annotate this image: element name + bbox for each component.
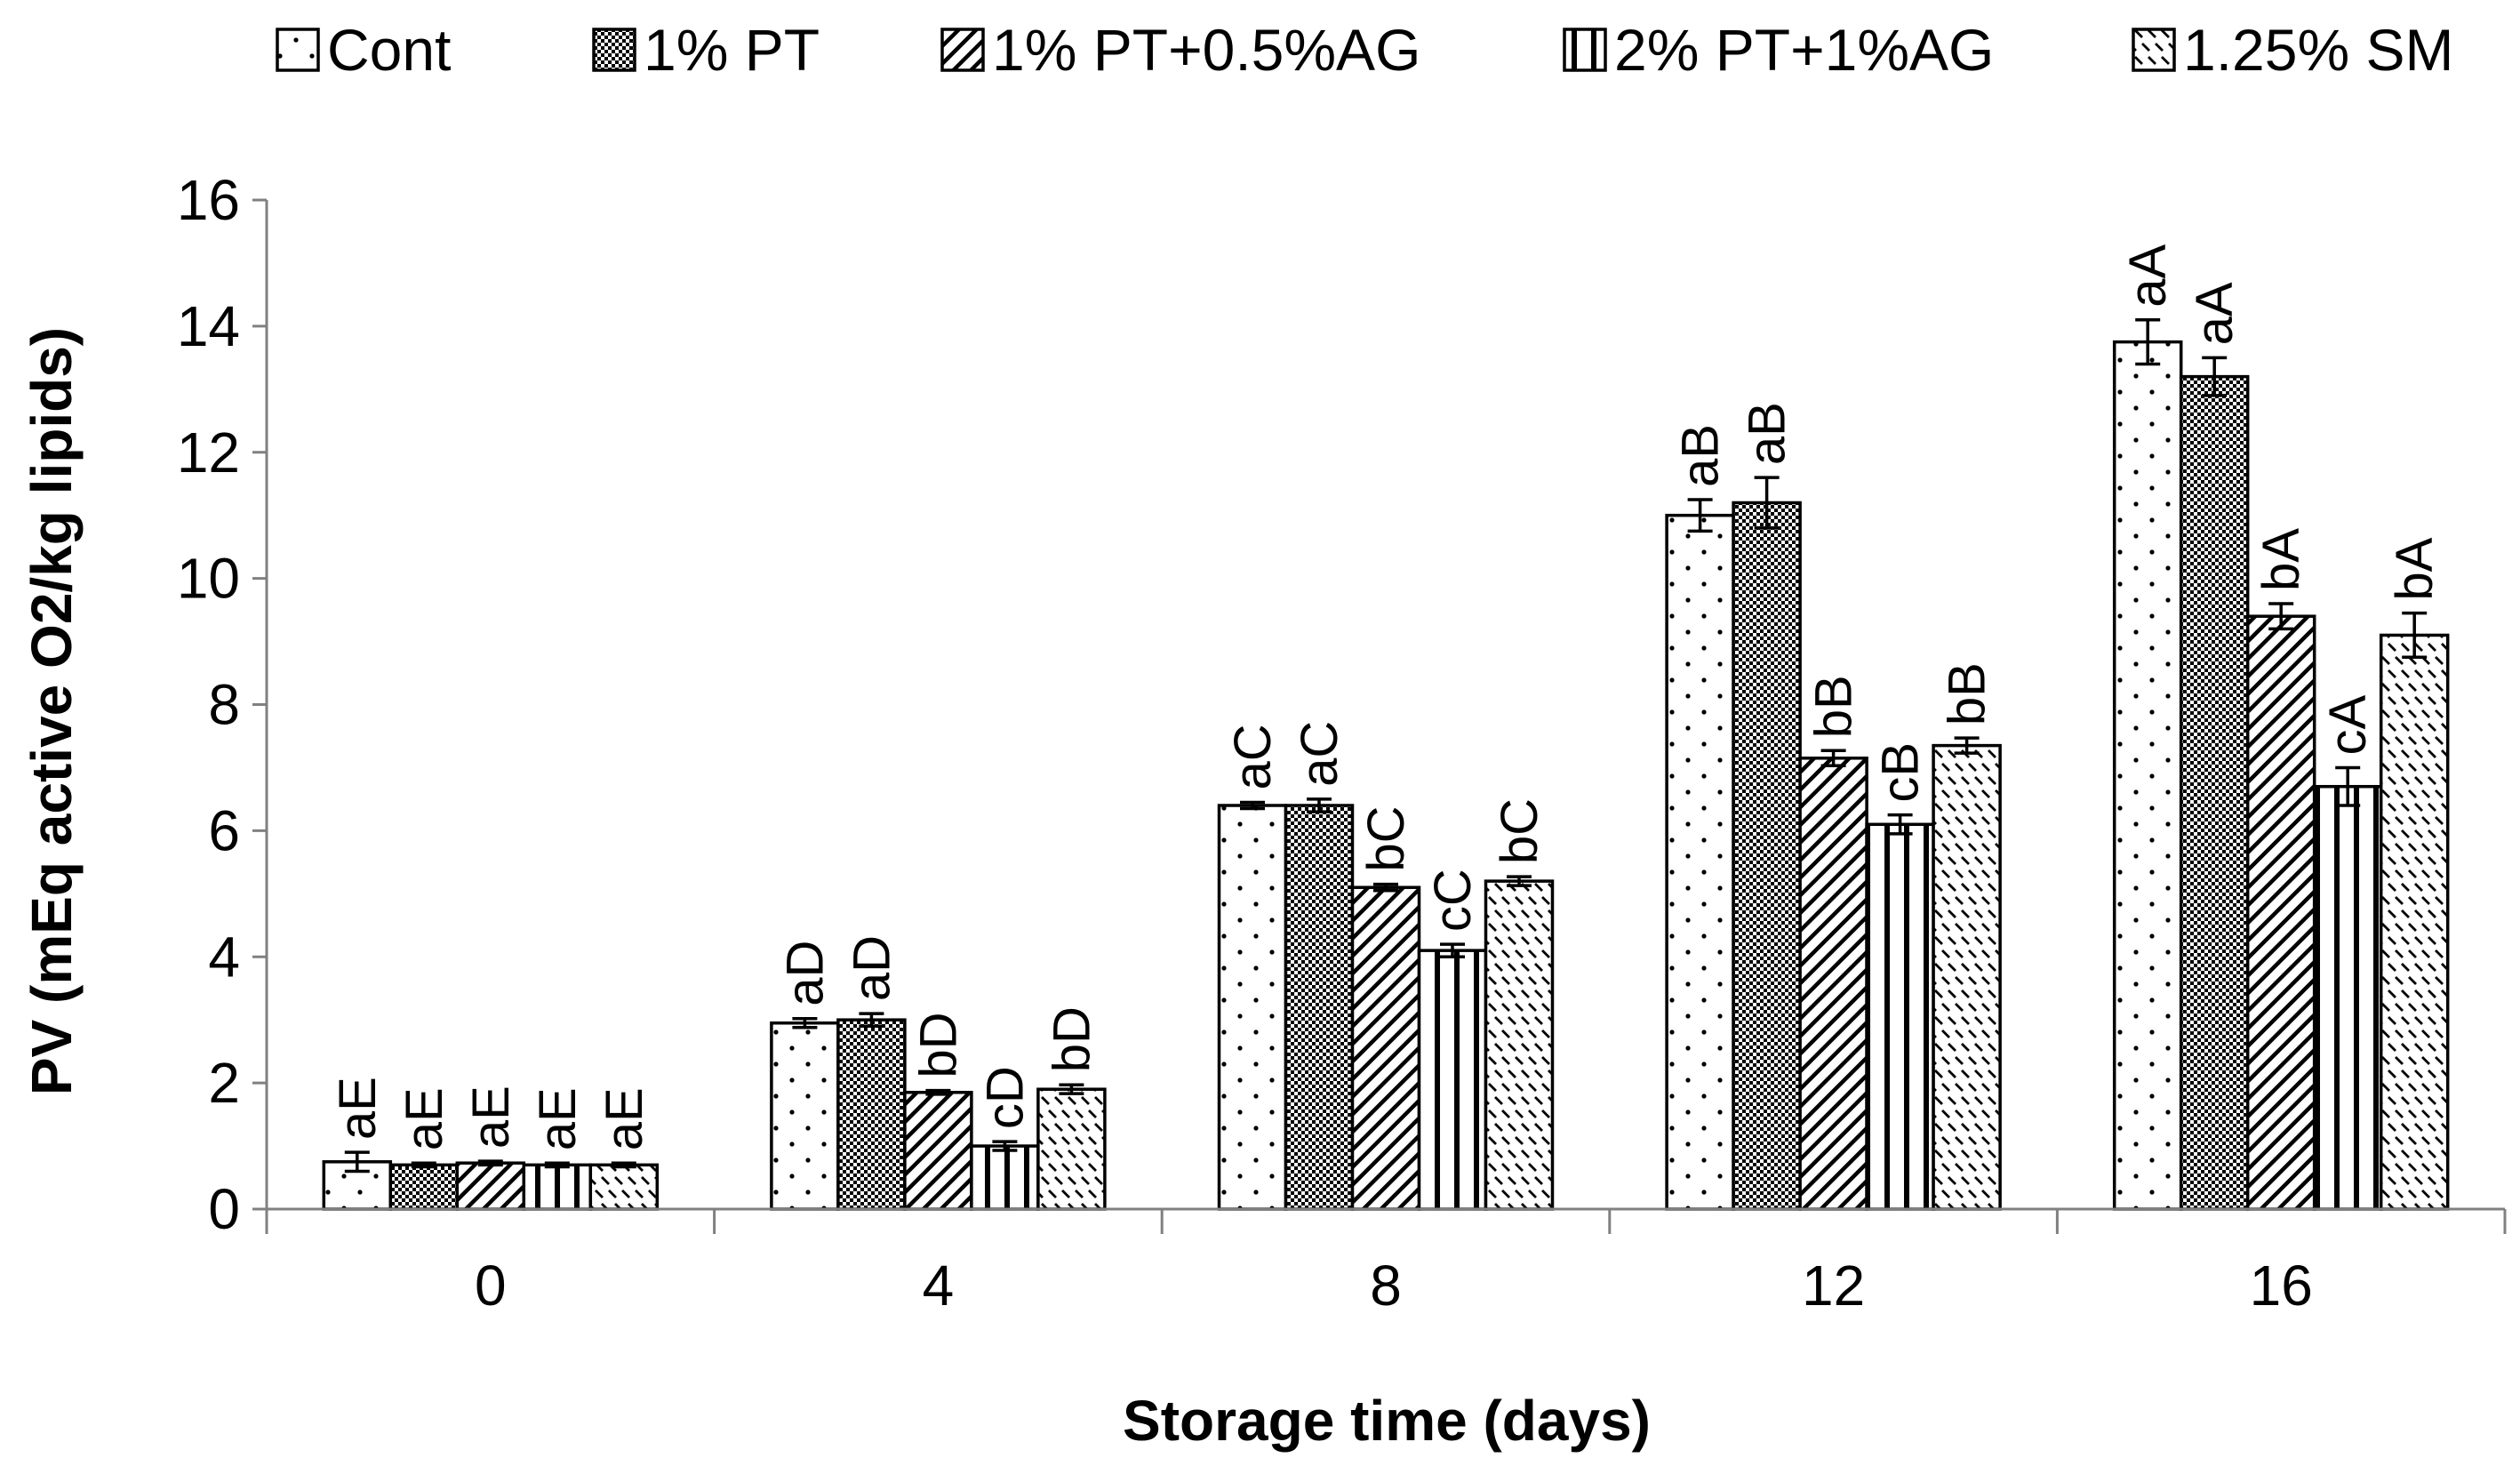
- legend-label: 1.25% SM: [2183, 17, 2453, 83]
- bar-label: aC: [1291, 721, 1348, 787]
- x-tick-label: 4: [923, 1254, 955, 1318]
- bar-label: cD: [976, 1066, 1034, 1129]
- bar: [903, 1091, 973, 1211]
- bar-label: aE: [529, 1087, 587, 1150]
- y-tick-label: 8: [208, 673, 240, 737]
- bar-label: bD: [909, 1012, 967, 1077]
- legend-swatch: [276, 28, 320, 72]
- legend-label: Cont: [327, 17, 451, 83]
- bar-label: aE: [462, 1085, 520, 1149]
- x-tick-label: 12: [1802, 1254, 1865, 1318]
- bar-label: bB: [1939, 662, 1996, 725]
- bar-label: aD: [843, 935, 900, 1001]
- bar: [388, 1163, 460, 1211]
- bar: [2312, 784, 2383, 1211]
- y-tick-label: 6: [208, 798, 240, 862]
- bar: [2179, 374, 2250, 1211]
- legend-label: 1% PT+0.5%AG: [992, 17, 1420, 83]
- bar: [455, 1161, 526, 1211]
- bar-label: aE: [596, 1087, 653, 1150]
- bar-label: bA: [2386, 537, 2444, 600]
- legend-label: 1% PT: [644, 17, 820, 83]
- legend-swatch: [592, 28, 636, 72]
- bar: [1798, 757, 1868, 1211]
- x-tick-label: 16: [2250, 1254, 2313, 1318]
- legend-swatch: [940, 28, 985, 72]
- y-tick-label: 12: [177, 421, 240, 485]
- error-bars-layer: [344, 318, 2428, 1174]
- y-tick-label: 4: [208, 925, 240, 989]
- bar: [1217, 804, 1288, 1211]
- bar: [1932, 743, 2002, 1211]
- bars-layer: [322, 340, 2450, 1211]
- bar: [1284, 804, 1355, 1211]
- bar: [1350, 885, 1421, 1211]
- y-tick-label: 10: [177, 547, 240, 611]
- bar-label: aD: [776, 941, 834, 1006]
- bar: [970, 1144, 1040, 1211]
- bar: [1732, 501, 1802, 1211]
- bar: [1417, 949, 1488, 1211]
- bar: [2112, 340, 2183, 1211]
- bar-label: cC: [1424, 869, 1482, 932]
- bar: [588, 1163, 660, 1211]
- y-axis-title: PV (mEq active O2/kg lipids): [20, 327, 84, 1095]
- bar-label: aA: [2186, 282, 2244, 345]
- bar-label: aE: [396, 1087, 453, 1150]
- bar-label: cB: [1872, 742, 1930, 803]
- bar: [1665, 513, 1735, 1211]
- bar: [522, 1163, 593, 1211]
- legend-swatch: [2132, 28, 2176, 72]
- legend-swatch: [1563, 28, 1607, 72]
- bar: [1484, 879, 1555, 1211]
- bar-label: aC: [1224, 724, 1282, 789]
- bar-label: bB: [1805, 675, 1863, 738]
- y-tick-label: 2: [208, 1051, 240, 1115]
- bar: [1036, 1087, 1107, 1211]
- bar: [836, 1018, 907, 1211]
- bar: [1865, 822, 1935, 1211]
- bar: [2245, 614, 2316, 1211]
- y-tick-label: 16: [177, 168, 240, 232]
- legend-label: 2% PT+1%AG: [1614, 17, 1994, 83]
- bar-label: cA: [2319, 694, 2377, 755]
- bar-label: bC: [1357, 806, 1415, 872]
- legend: Cont 1% PT 1% PT+0.5%AG 2% PT+1%AG 1.25% SM: [276, 17, 2453, 83]
- x-tick-label: 0: [475, 1254, 507, 1318]
- bar-label: aA: [2119, 244, 2177, 308]
- bar-label: aB: [1739, 402, 1796, 465]
- bar: [770, 1021, 840, 1211]
- x-axis-title: Storage time (days): [1123, 1389, 1651, 1453]
- bar: [2379, 633, 2450, 1211]
- x-tick-label: 8: [1370, 1254, 1402, 1318]
- bar-label: bD: [1043, 1006, 1100, 1072]
- bar-label: aB: [1672, 424, 1730, 487]
- y-tick-label: 14: [177, 294, 240, 358]
- bar-label: aE: [329, 1077, 387, 1140]
- axes: 0 2 4 6 8 10 12 14 16 0 4 8 12 16: [177, 168, 2507, 1318]
- y-tick-label: 0: [208, 1177, 240, 1241]
- bar-label: bC: [1491, 798, 1548, 864]
- bar-label: bA: [2252, 528, 2310, 591]
